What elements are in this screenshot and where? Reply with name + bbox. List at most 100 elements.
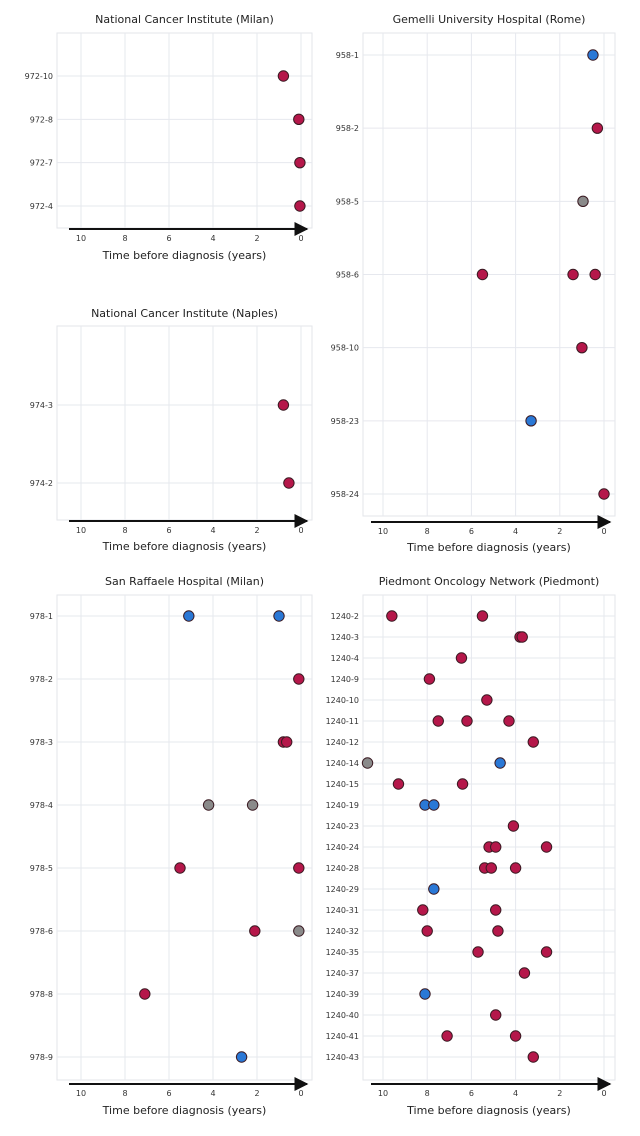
y-tick-label: 1240-9: [331, 675, 359, 684]
y-tick-label: 1240-24: [326, 843, 359, 852]
data-point-gray: [246, 799, 259, 811]
data-point-red: [481, 694, 493, 706]
y-tick-label: 1240-28: [326, 864, 359, 873]
y-tick-label: 978-3: [30, 738, 53, 747]
chart-panel-4: 978-1 978-2 978-3 978-4 978-5 978-6 978-8 978-9…: [30, 575, 313, 1117]
y-tick-label: 1240-2: [331, 612, 359, 621]
data-point-red: [441, 1030, 453, 1042]
data-point-red: [476, 268, 489, 281]
x-tick-label: 10: [378, 527, 388, 536]
y-tick-label: 972-7: [30, 159, 53, 168]
data-point-red: [423, 673, 436, 685]
x-tick-label: 10: [76, 234, 86, 243]
data-point-gray: [577, 195, 589, 208]
plot-frame: [56, 325, 313, 521]
y-tick-label: 958-1: [336, 51, 359, 60]
y-tick-label: 978-4: [30, 801, 53, 810]
data-point-blue: [419, 988, 431, 1000]
y-tick-label: 958-2: [336, 124, 359, 133]
x-tick-label: 6: [166, 234, 171, 243]
data-point-red: [516, 631, 528, 643]
data-point-red: [527, 736, 539, 748]
data-point-blue: [183, 610, 195, 622]
data-point-red: [293, 862, 305, 874]
x-tick-label: 8: [122, 234, 127, 243]
x-tick-label: 0: [298, 526, 303, 535]
data-point-gray: [293, 925, 305, 937]
data-point-red: [476, 610, 489, 622]
x-tick-label: 8: [122, 526, 127, 535]
y-tick-label: 978-6: [30, 927, 53, 936]
data-point-blue: [587, 49, 599, 61]
data-point-red: [281, 736, 293, 748]
y-tick-label: 972-10: [25, 72, 53, 81]
y-tick-label: 974-3: [30, 401, 53, 410]
x-tick-label: 6: [166, 1089, 171, 1098]
y-tick-label: 972-8: [30, 115, 53, 124]
x-axis-label: Time before diagnosis (years): [406, 541, 571, 554]
y-tick-label: 1240-41: [326, 1032, 359, 1041]
y-tick-label: 1240-11: [326, 717, 359, 726]
y-tick-label: 1240-29: [326, 885, 359, 894]
data-point-red: [589, 268, 601, 281]
data-point-red: [503, 715, 515, 727]
data-point-red: [490, 904, 502, 916]
y-tick-label: 1240-4: [331, 654, 359, 663]
y-tick-label: 1240-10: [326, 696, 359, 705]
y-tick-label: 958-6: [336, 271, 359, 280]
data-point-red: [567, 268, 579, 281]
chart-panel-5: 1240-2 1240-3 1240-4 1240-9 1240-10 1240-11 12…: [326, 575, 616, 1117]
y-tick-label: 1240-14: [326, 759, 359, 768]
x-tick-label: 0: [298, 1089, 303, 1098]
y-tick-label: 958-5: [336, 197, 359, 206]
data-point-gray: [202, 799, 215, 811]
y-tick-label: 1240-19: [326, 801, 359, 810]
y-tick-label: 958-23: [331, 417, 359, 426]
data-point-red: [432, 715, 444, 727]
y-tick-label: 978-5: [30, 864, 53, 873]
chart-title: San Raffaele Hospital (Milan): [105, 575, 264, 588]
y-tick-label: 974-2: [30, 479, 53, 488]
y-tick-label: 1240-31: [326, 906, 359, 915]
y-tick-label: 1240-43: [326, 1053, 359, 1062]
plot-frame: [56, 594, 313, 1081]
y-tick-label: 958-10: [331, 344, 359, 353]
data-point-red: [598, 488, 610, 500]
data-point-red: [527, 1051, 539, 1063]
data-point-red: [294, 200, 306, 212]
data-point-blue: [273, 610, 285, 622]
data-point-red: [277, 399, 290, 411]
data-point-red: [293, 673, 305, 685]
data-point-red: [277, 70, 290, 82]
data-point-blue: [525, 415, 537, 427]
data-point-blue: [235, 1051, 248, 1063]
data-point-red: [472, 946, 484, 958]
x-tick-label: 10: [76, 1089, 86, 1098]
chart-title: Gemelli University Hospital (Rome): [393, 13, 586, 26]
data-point-gray: [361, 757, 374, 769]
chart-title: Piedmont Oncology Network (Piedmont): [379, 575, 600, 588]
y-tick-label: 1240-35: [326, 948, 359, 957]
x-tick-label: 2: [557, 527, 562, 536]
x-axis-label: Time before diagnosis (years): [102, 1104, 267, 1117]
data-point-red: [490, 1009, 502, 1021]
data-point-red: [417, 904, 429, 916]
data-point-red: [392, 778, 405, 790]
chart-title: National Cancer Institute (Milan): [95, 13, 274, 26]
chart-panel-1: 972-10 972-8 972-7 972-4 National Cancer Ins…: [25, 13, 313, 262]
y-tick-label: 1240-39: [326, 990, 359, 999]
chart-title: National Cancer Institute (Naples): [91, 307, 278, 320]
data-point-red: [576, 341, 588, 354]
x-axis-label: Time before diagnosis (years): [406, 1104, 571, 1117]
x-tick-label: 10: [378, 1089, 388, 1098]
x-tick-label: 6: [469, 527, 474, 536]
data-point-red: [591, 122, 604, 134]
x-tick-label: 0: [601, 1089, 606, 1098]
data-point-red: [283, 477, 295, 489]
x-tick-label: 4: [210, 1089, 215, 1098]
x-tick-label: 2: [254, 1089, 259, 1098]
data-point-blue: [494, 757, 506, 769]
data-point-red: [485, 862, 497, 874]
data-point-red: [421, 925, 433, 937]
